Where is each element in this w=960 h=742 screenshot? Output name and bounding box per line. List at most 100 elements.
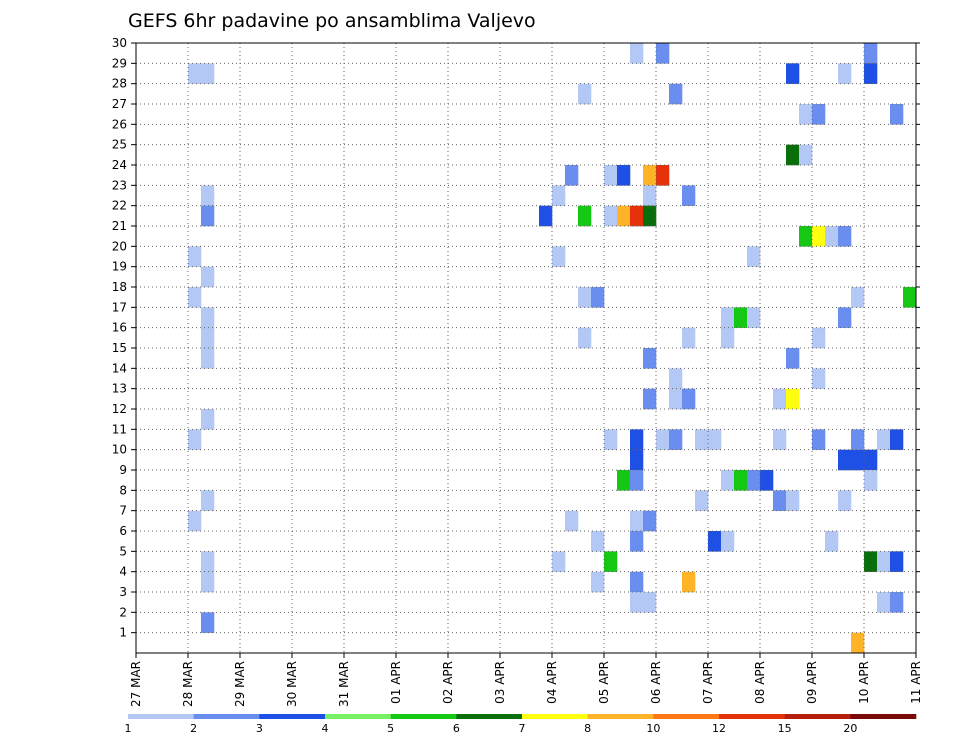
y-tick-label: 2 — [119, 605, 127, 619]
heat-cell — [682, 571, 696, 593]
heat-cell — [630, 571, 644, 593]
colorbar-label: 8 — [584, 722, 591, 735]
heat-cell — [721, 470, 735, 491]
heat-cell — [201, 205, 215, 227]
x-tick-label: 31 MAR — [337, 661, 351, 707]
y-tick-label: 21 — [112, 219, 127, 233]
heat-cell — [890, 551, 904, 572]
heat-cell — [747, 307, 761, 328]
ticks-layer: 1234567891011121314151617181920212223242… — [112, 36, 923, 707]
heat-cell — [552, 246, 566, 267]
heat-cell — [669, 429, 683, 450]
colorbar-segment — [325, 714, 391, 719]
heat-cell — [721, 327, 735, 349]
x-tick-label: 07 APR — [701, 661, 715, 704]
heat-cell — [201, 63, 215, 84]
heat-cell — [734, 307, 748, 328]
colorbar-segment — [193, 714, 260, 719]
heat-cell — [578, 287, 592, 308]
y-tick-label: 15 — [112, 341, 127, 355]
heat-cell — [201, 348, 215, 369]
cells-layer — [188, 43, 917, 654]
heat-cell — [201, 490, 215, 511]
y-tick-label: 1 — [119, 626, 127, 640]
colorbar-segment — [390, 714, 457, 719]
heat-cell — [890, 592, 904, 613]
colorbar-label: 6 — [453, 722, 460, 735]
colorbar-label: 5 — [387, 722, 394, 735]
heat-cell — [812, 226, 826, 247]
y-tick-label: 4 — [119, 565, 127, 579]
y-tick-label: 10 — [112, 443, 127, 457]
y-tick-label: 26 — [112, 117, 127, 131]
heat-cell — [877, 551, 891, 572]
heat-cell — [669, 83, 683, 105]
y-tick-label: 11 — [112, 422, 127, 436]
heat-cell — [188, 429, 202, 450]
heat-cell — [630, 592, 644, 613]
y-tick-label: 6 — [119, 524, 127, 538]
colorbar-segment — [259, 714, 326, 719]
heat-cell — [578, 83, 592, 105]
x-tick-label: 05 APR — [597, 661, 611, 704]
heat-cell — [812, 104, 826, 125]
heat-cell — [851, 429, 865, 450]
heat-cell — [799, 226, 813, 247]
heat-cell — [201, 307, 215, 328]
heat-cell — [695, 429, 709, 450]
x-tick-label: 06 APR — [649, 661, 663, 704]
heat-cell — [669, 388, 683, 410]
y-tick-label: 12 — [112, 402, 127, 416]
heat-cell — [682, 388, 696, 410]
colorbar-segment — [653, 714, 720, 719]
heat-cell — [773, 388, 787, 410]
x-tick-label: 27 MAR — [129, 661, 143, 707]
y-tick-label: 20 — [112, 239, 127, 253]
heat-cell — [604, 429, 618, 450]
heat-cell — [864, 63, 878, 84]
heat-cell — [890, 104, 904, 125]
heat-cell — [552, 185, 566, 206]
x-tick-label: 11 APR — [909, 661, 923, 704]
heat-cell — [708, 531, 722, 552]
heat-cell — [695, 490, 709, 511]
heat-cell — [760, 470, 774, 491]
colorbar-label: 2 — [190, 722, 197, 735]
x-tick-label: 28 MAR — [181, 661, 195, 707]
heat-cell — [565, 510, 579, 532]
y-tick-label: 9 — [119, 463, 127, 477]
heat-cell — [721, 531, 735, 552]
colorbar-label: 15 — [778, 722, 792, 735]
heat-cell — [604, 165, 618, 186]
y-tick-label: 23 — [112, 178, 127, 192]
heat-cell — [201, 409, 215, 430]
heat-cell — [201, 266, 215, 288]
heat-cell — [708, 429, 722, 450]
heat-cell — [604, 205, 618, 227]
heat-cell — [565, 165, 579, 186]
y-tick-label: 7 — [119, 504, 127, 518]
colorbar-label: 4 — [322, 722, 329, 735]
heat-cell — [734, 470, 748, 491]
heat-cell — [188, 63, 202, 84]
x-tick-label: 08 APR — [753, 661, 767, 704]
heat-cell — [786, 144, 800, 166]
heat-cell — [838, 307, 852, 328]
heat-cell — [890, 429, 904, 450]
colorbar-segment — [522, 714, 588, 719]
heat-cell — [591, 287, 605, 308]
y-tick-label: 28 — [112, 77, 127, 91]
heat-cell — [838, 226, 852, 247]
heat-cell — [851, 287, 865, 308]
heat-cell — [591, 571, 605, 593]
heat-cell — [656, 165, 670, 186]
heat-cell — [851, 632, 865, 654]
heat-cell — [630, 449, 644, 471]
x-tick-label: 04 APR — [545, 661, 559, 704]
heat-cell — [617, 165, 631, 186]
heat-cell — [578, 327, 592, 349]
heat-cell — [643, 185, 657, 206]
heat-cell — [630, 470, 644, 491]
heat-cell — [799, 104, 813, 125]
heat-cell — [851, 449, 865, 471]
